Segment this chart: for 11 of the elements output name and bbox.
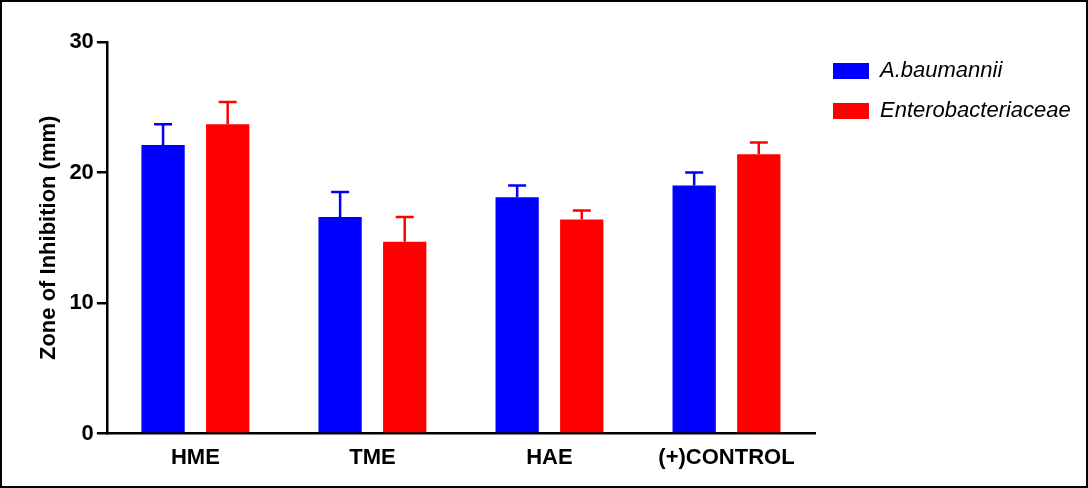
legend-label: A.baumannii xyxy=(878,57,1004,83)
x-tick-label: HAE xyxy=(526,443,573,469)
y-tick-label: 20 xyxy=(69,158,94,184)
legend-label: Enterobacteriaceae xyxy=(880,97,1071,123)
y-tick-label: 30 xyxy=(69,28,94,54)
y-axis-title: Zone of Inhibition (mm) xyxy=(35,115,61,360)
y-tick-label: 10 xyxy=(69,289,94,315)
x-tick-label: (+)CONTROL xyxy=(658,443,795,469)
y-tick-label: 0 xyxy=(81,419,94,445)
x-tick-label: HME xyxy=(170,443,220,469)
x-tick-label: TME xyxy=(349,443,396,469)
